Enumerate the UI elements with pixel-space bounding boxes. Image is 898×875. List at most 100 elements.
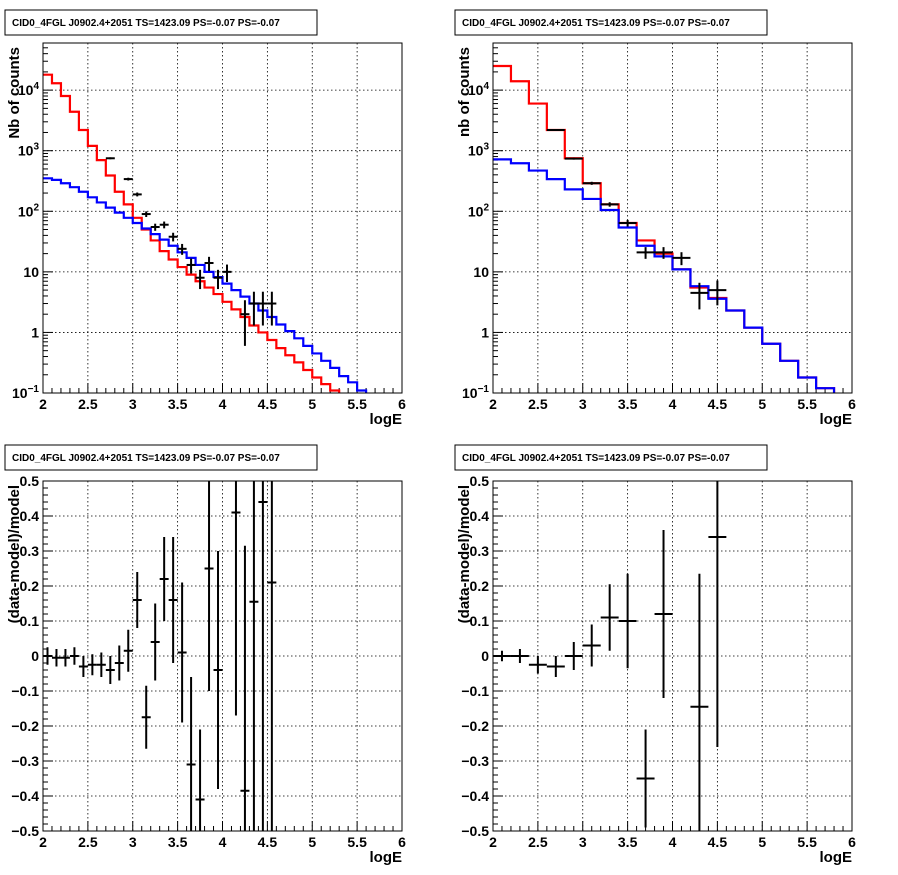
y-tick-label: 104	[468, 81, 490, 98]
data-point	[222, 264, 232, 282]
chart-panel-3: CID0_4FGL J0902.4+2051 TS=1423.09 PS=-0.…	[4, 444, 406, 866]
y-tick-label: 10	[473, 264, 489, 280]
chart-panel-4: CID0_4FGL J0902.4+2051 TS=1423.09 PS=-0.…	[454, 444, 856, 866]
chart-panel-2: CID0_4FGL J0902.4+2051 TS=1423.09 PS=-0.…	[454, 9, 856, 428]
x-tick-label: 2.5	[528, 396, 548, 412]
x-tick-label: 2.5	[78, 396, 98, 412]
residual-point	[618, 573, 637, 669]
data-point	[618, 219, 637, 227]
data-point	[546, 128, 565, 131]
y-axis-label: nb of counts	[456, 47, 473, 137]
model-component-histogram	[493, 158, 836, 393]
y-tick-label: −0.5	[461, 823, 489, 839]
x-tick-label: 5	[308, 396, 316, 412]
y-tick-label: 0	[481, 648, 489, 664]
residual-point	[600, 584, 619, 651]
x-tick-label: 3	[579, 396, 587, 412]
x-tick-label: 5	[758, 834, 766, 850]
residual-point	[654, 530, 673, 698]
residual-point	[105, 656, 115, 684]
x-tick-label: 5.5	[347, 396, 367, 412]
residual-point	[493, 650, 511, 662]
data-point	[258, 291, 268, 326]
data-point	[204, 256, 214, 272]
y-tick-label: 0.3	[20, 543, 40, 559]
x-tick-label: 5.5	[347, 834, 367, 850]
chart-title-box	[4, 9, 318, 36]
data-point	[213, 269, 223, 290]
x-axis-label: logE	[370, 411, 403, 428]
data-point	[564, 157, 583, 160]
y-tick-label: −0.5	[11, 823, 39, 839]
residual-point	[114, 645, 124, 681]
x-tick-label: 2	[39, 834, 47, 850]
y-tick-label: 104	[18, 81, 40, 98]
residual-point	[258, 481, 268, 831]
y-tick-label: 0.4	[470, 508, 490, 524]
y-axis-label: Nb of counts	[6, 47, 23, 139]
chart-panel-1: CID0_4FGL J0902.4+2051 TS=1423.09 PS=-0.…	[4, 9, 406, 428]
x-tick-label: 4	[219, 834, 227, 850]
x-tick-label: 2.5	[78, 834, 98, 850]
residual-point	[195, 729, 205, 831]
residual-point	[96, 652, 106, 677]
x-axis-label: logE	[820, 849, 853, 866]
y-axis-label: (data-model)/model	[456, 485, 473, 623]
data-point	[132, 192, 142, 197]
residual-point	[204, 481, 214, 691]
x-tick-label: 2	[489, 834, 497, 850]
y-tick-label: 103	[468, 142, 490, 159]
x-tick-label: 5	[308, 834, 316, 850]
residual-point	[60, 649, 70, 667]
x-tick-label: 4.5	[708, 834, 728, 850]
chart-title: CID0_4FGL J0902.4+2051 TS=1423.09 PS=-0.…	[462, 18, 730, 29]
data-point	[150, 223, 160, 231]
plot-area	[43, 481, 277, 831]
x-tick-label: 4	[669, 834, 677, 850]
data-point	[636, 247, 655, 259]
residual-point	[546, 656, 565, 677]
residual-point	[123, 629, 133, 672]
y-tick-label: −0.3	[461, 753, 489, 769]
y-tick-label: −0.3	[11, 753, 39, 769]
y-tick-label: 0.2	[470, 578, 490, 594]
y-tick-label: 10−1	[462, 384, 489, 401]
plot-frame	[42, 42, 403, 394]
residual-point	[708, 481, 727, 747]
data-point	[267, 291, 277, 326]
data-point	[186, 258, 196, 274]
plot-frame	[492, 42, 853, 394]
chart-title-box	[454, 444, 768, 471]
data-point	[123, 177, 133, 181]
residual-point	[231, 481, 241, 716]
residual-point	[213, 551, 223, 789]
data-point	[654, 247, 673, 259]
y-tick-label: 0.4	[20, 508, 40, 524]
x-tick-label: 6	[398, 396, 406, 412]
residual-point	[43, 647, 52, 665]
chart-title: CID0_4FGL J0902.4+2051 TS=1423.09 PS=-0.…	[12, 18, 280, 29]
x-tick-label: 4	[219, 396, 227, 412]
residual-point	[240, 545, 250, 831]
chart-title-box	[4, 444, 318, 471]
x-tick-label: 4.5	[258, 834, 278, 850]
plot-area	[43, 73, 368, 393]
chart-title-box	[454, 9, 768, 36]
residual-point	[168, 537, 178, 663]
y-axis-label: (data-model)/model	[6, 485, 23, 623]
residual-point	[249, 481, 259, 831]
y-tick-label: −0.1	[461, 683, 489, 699]
x-tick-label: 3	[129, 396, 137, 412]
y-tick-label: 102	[468, 202, 490, 219]
residual-point	[510, 649, 529, 663]
x-tick-label: 4.5	[708, 396, 728, 412]
residual-point	[636, 729, 655, 828]
y-tick-label: 103	[18, 142, 40, 159]
y-tick-label: 0.5	[20, 473, 40, 489]
data-point	[177, 243, 187, 255]
y-tick-label: 1	[31, 324, 39, 340]
y-tick-label: −0.2	[461, 718, 489, 734]
y-tick-label: 0.5	[470, 473, 490, 489]
x-tick-label: 6	[398, 834, 406, 850]
